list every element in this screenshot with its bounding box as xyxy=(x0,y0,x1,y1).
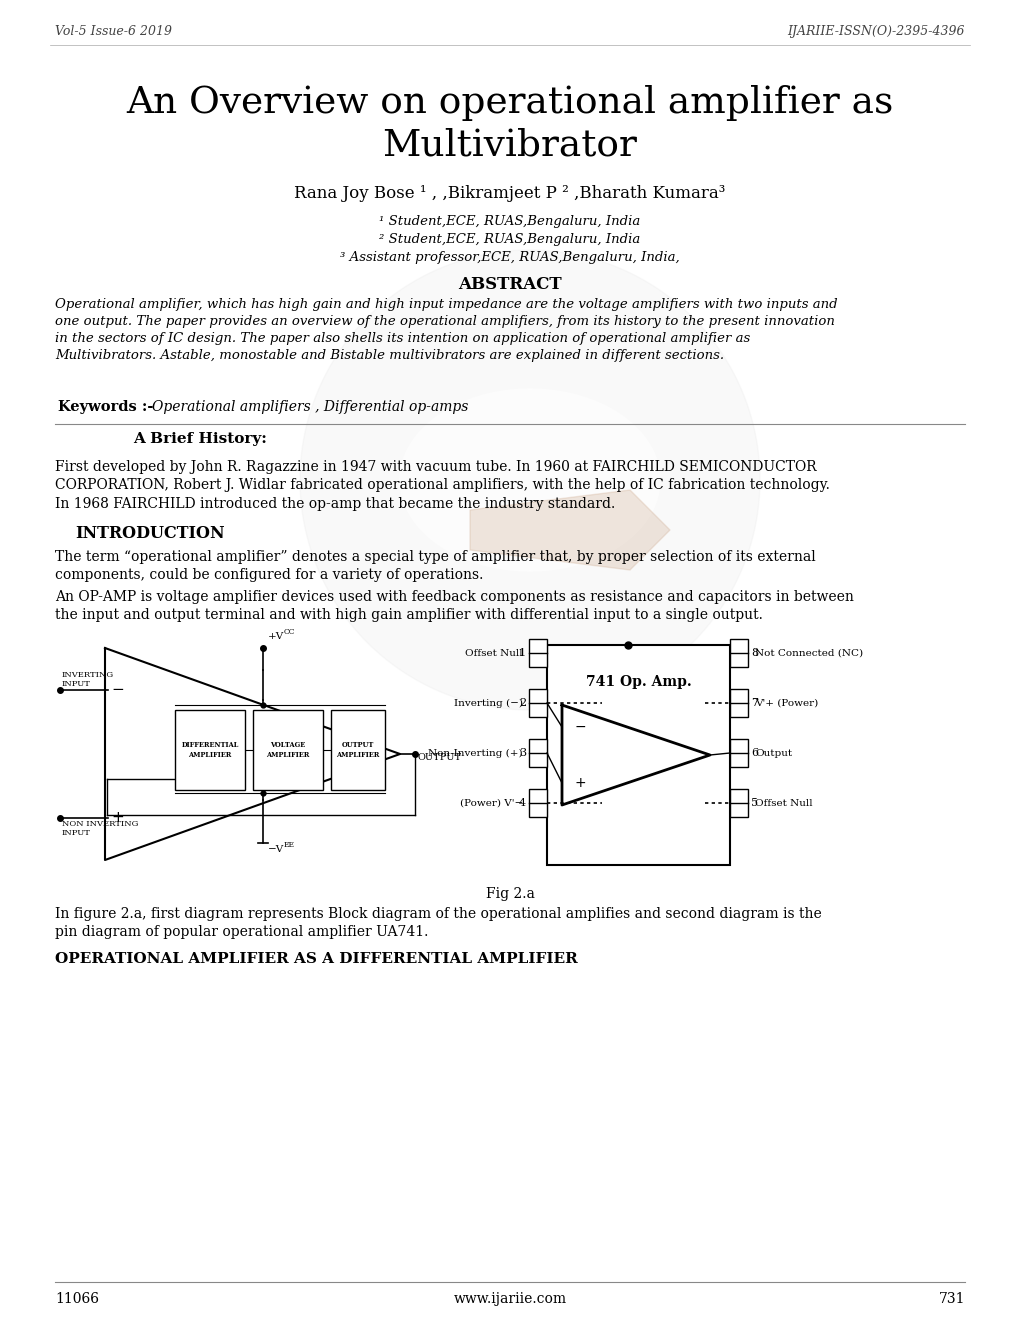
Text: First developed by John R. Ragazzine in 1947 with vacuum tube. In 1960 at FAIRCH: First developed by John R. Ragazzine in … xyxy=(55,459,829,511)
Text: An Overview on operational amplifier as: An Overview on operational amplifier as xyxy=(126,84,893,121)
Bar xyxy=(253,710,323,789)
Text: 2: 2 xyxy=(519,698,526,708)
Text: 5: 5 xyxy=(750,799,757,808)
Text: V'+ (Power): V'+ (Power) xyxy=(754,698,817,708)
Text: 3: 3 xyxy=(519,748,526,758)
Text: DIFFERENTIAL
AMPLIFIER: DIFFERENTIAL AMPLIFIER xyxy=(181,742,238,759)
Text: ABSTRACT: ABSTRACT xyxy=(458,276,561,293)
Text: VOLTAGE
AMPLIFIER: VOLTAGE AMPLIFIER xyxy=(266,742,310,759)
Text: The term “operational amplifier” denotes a special type of amplifier that, by pr: The term “operational amplifier” denotes… xyxy=(55,550,815,582)
Text: ³ Assistant professor,ECE, RUAS,Bengaluru, India,: ³ Assistant professor,ECE, RUAS,Bengalur… xyxy=(339,251,680,264)
Text: −: − xyxy=(111,682,124,697)
Text: OUTPUT: OUTPUT xyxy=(418,752,462,762)
Text: +: + xyxy=(111,810,124,825)
Text: Output: Output xyxy=(754,748,792,758)
Bar xyxy=(730,689,747,717)
Text: Offset Null: Offset Null xyxy=(754,799,812,808)
Text: +V: +V xyxy=(268,632,284,642)
Text: 7: 7 xyxy=(750,698,757,708)
Text: OUTPUT
AMPLIFIER: OUTPUT AMPLIFIER xyxy=(336,742,379,759)
Text: INTRODUCTION: INTRODUCTION xyxy=(75,525,224,543)
Bar xyxy=(730,639,747,667)
Text: ¹ Student,ECE, RUAS,Bengaluru, India: ¹ Student,ECE, RUAS,Bengaluru, India xyxy=(379,215,640,228)
Text: Multivibrator: Multivibrator xyxy=(382,128,637,164)
Text: 11066: 11066 xyxy=(55,1292,99,1305)
Text: Operational amplifiers , Differential op-amps: Operational amplifiers , Differential op… xyxy=(152,400,468,414)
Text: 6: 6 xyxy=(750,748,757,758)
Text: Offset Null: Offset Null xyxy=(465,648,523,657)
Text: OPERATIONAL AMPLIFIER AS A DIFFERENTIAL AMPLIFIER: OPERATIONAL AMPLIFIER AS A DIFFERENTIAL … xyxy=(55,952,577,966)
Text: Non-Inverting (+): Non-Inverting (+) xyxy=(428,748,523,758)
Bar xyxy=(331,710,384,789)
Text: Keywords :-: Keywords :- xyxy=(58,400,153,414)
Text: Rana Joy Bose ¹ , ,Bikramjeet P ² ,Bharath Kumara³: Rana Joy Bose ¹ , ,Bikramjeet P ² ,Bhara… xyxy=(294,185,725,202)
Text: Not Connected (NC): Not Connected (NC) xyxy=(754,648,862,657)
Text: www.ijariie.com: www.ijariie.com xyxy=(453,1292,566,1305)
Text: 4: 4 xyxy=(519,799,526,808)
Text: ² Student,ECE, RUAS,Bengaluru, India: ² Student,ECE, RUAS,Bengaluru, India xyxy=(379,234,640,246)
Text: Operational amplifier, which has high gain and high input impedance are the volt: Operational amplifier, which has high ga… xyxy=(55,298,837,362)
Text: Vol-5 Issue-6 2019: Vol-5 Issue-6 2019 xyxy=(55,25,172,38)
Bar xyxy=(546,645,730,865)
Text: An OP-AMP is voltage amplifier devices used with feedback components as resistan: An OP-AMP is voltage amplifier devices u… xyxy=(55,590,853,623)
Bar xyxy=(529,689,546,717)
Bar xyxy=(529,639,546,667)
Text: Inverting (−): Inverting (−) xyxy=(453,698,523,708)
Text: 731: 731 xyxy=(937,1292,964,1305)
Text: A Brief History:: A Brief History: xyxy=(132,432,267,446)
Text: IJARIIE-ISSN(O)-2395-4396: IJARIIE-ISSN(O)-2395-4396 xyxy=(787,25,964,38)
Text: In figure 2.a, first diagram represents Block diagram of the operational amplifi: In figure 2.a, first diagram represents … xyxy=(55,907,821,940)
Bar xyxy=(529,739,546,767)
Bar xyxy=(529,789,546,817)
Polygon shape xyxy=(300,249,759,710)
Bar xyxy=(175,710,245,789)
Text: EE: EE xyxy=(283,841,294,849)
Text: INVERTING
INPUT: INVERTING INPUT xyxy=(62,671,114,688)
Polygon shape xyxy=(470,490,669,570)
Text: +: + xyxy=(574,776,585,789)
Text: −V: −V xyxy=(268,845,284,854)
Text: Fig 2.a: Fig 2.a xyxy=(485,887,534,902)
Polygon shape xyxy=(399,389,659,572)
Text: 1: 1 xyxy=(519,648,526,657)
Text: NON INVERTING
INPUT: NON INVERTING INPUT xyxy=(62,820,139,837)
Bar xyxy=(730,789,747,817)
Bar xyxy=(730,739,747,767)
Text: 8: 8 xyxy=(750,648,757,657)
Text: CC: CC xyxy=(283,628,296,636)
Text: 741 Op. Amp.: 741 Op. Amp. xyxy=(585,675,691,689)
Text: −: − xyxy=(574,719,585,734)
Text: (Power) V'−: (Power) V'− xyxy=(460,799,523,808)
